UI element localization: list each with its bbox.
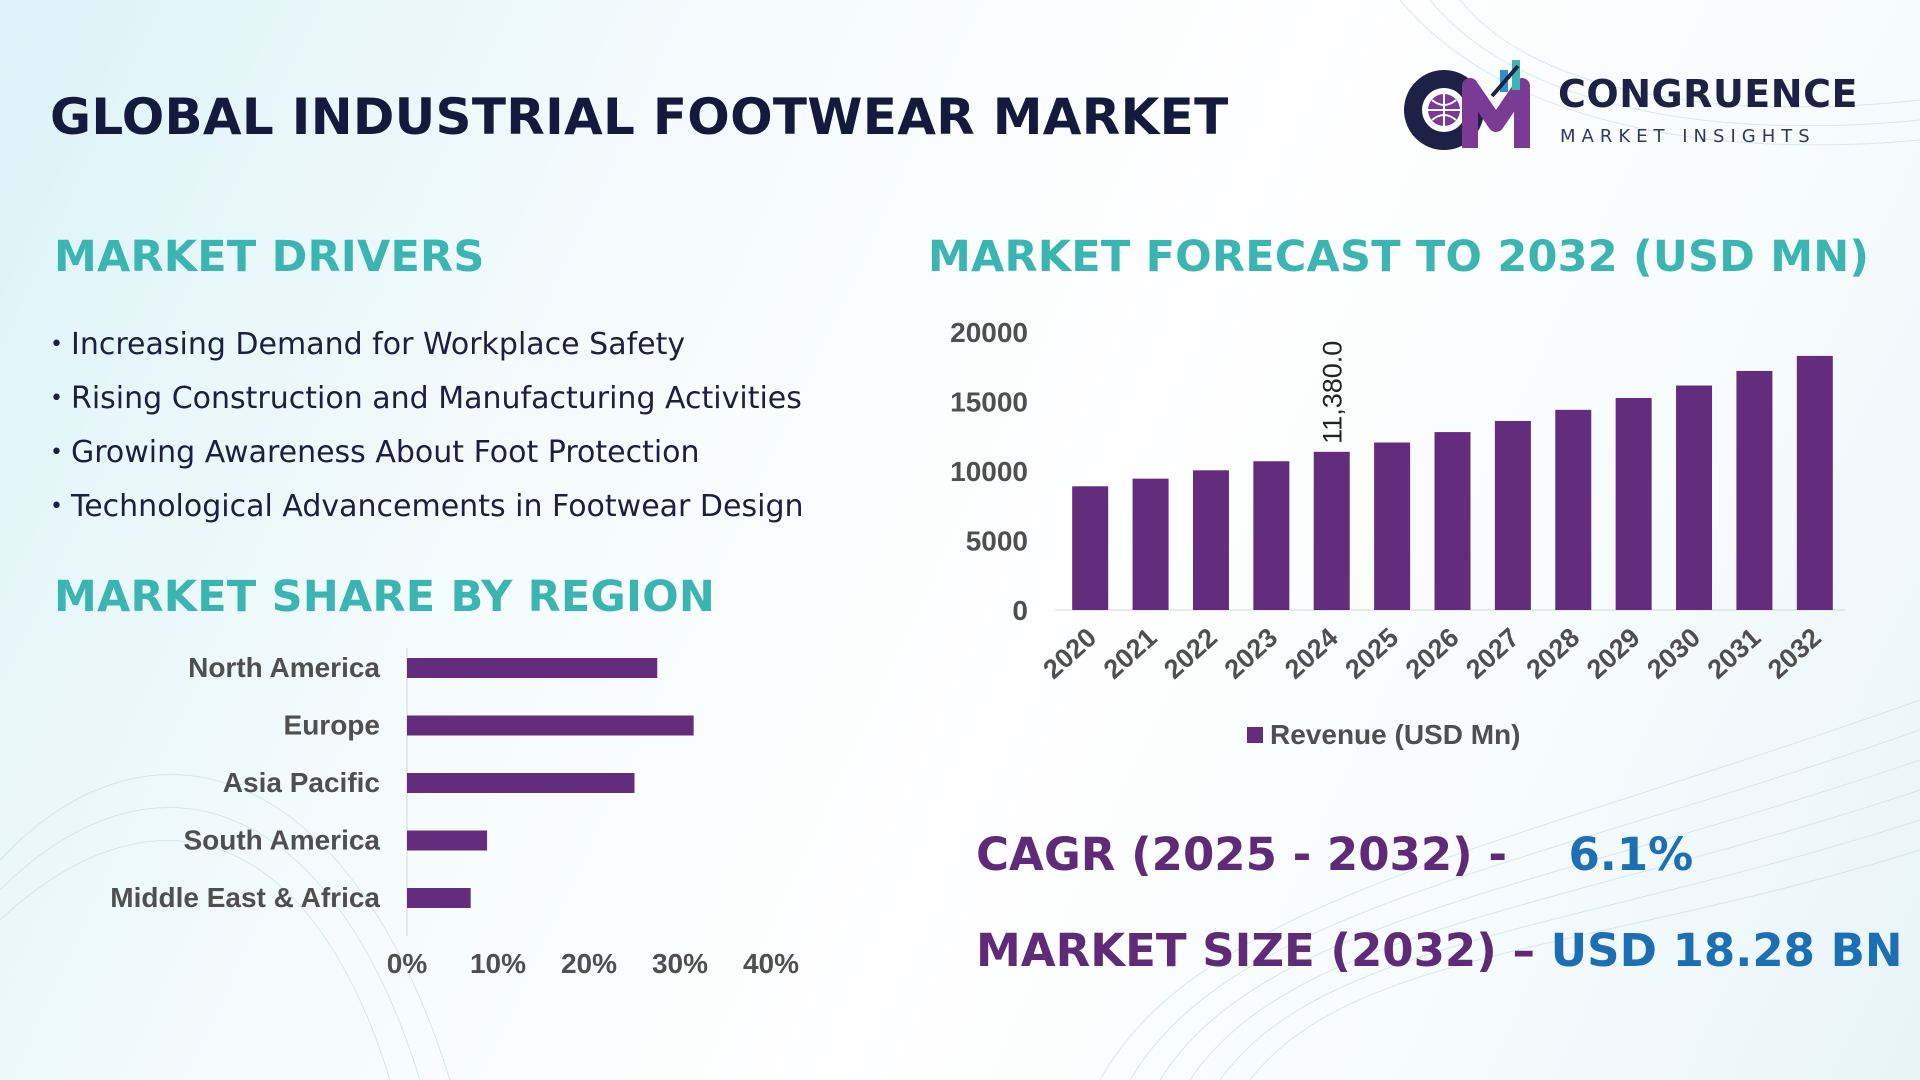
forecast-x-tick-label: 2024 [1279,622,1344,684]
region-tick-label: 40% [743,948,799,979]
legend-label: Revenue (USD Mn) [1270,719,1520,750]
driver-item: • Technological Advancements in Footwear … [50,484,804,538]
driver-item: • Growing Awareness About Foot Protection [50,430,804,484]
cagr-label: CAGR (2025 - 2032) - [976,828,1508,881]
forecast-data-label: 11,380.0 [1318,341,1348,444]
region-category-label: Asia Pacific [223,767,380,798]
forecast-x-tick-label: 2022 [1158,622,1223,684]
driver-item: • Increasing Demand for Workplace Safety [50,322,804,376]
forecast-y-tick-label: 20000 [950,317,1028,348]
region-bar [407,830,488,851]
forecast-legend: Revenue (USD Mn) [1247,719,1520,750]
region-tick-label: 0% [387,948,428,979]
forecast-bar [1132,478,1169,610]
driver-text: Rising Construction and Manufacturing Ac… [70,381,802,416]
bullet-icon: • [50,494,63,519]
cagr-stat: CAGR (2025 - 2032) - 6.1% [976,828,1693,881]
forecast-y-tick-label: 10000 [950,456,1028,487]
bullet-icon: • [50,386,63,411]
market-size-value: USD 18.28 BN [1550,924,1903,977]
region-share-chart: North America Europe Asia Pacific South Ame… [110,648,799,979]
region-category-label: North America [188,652,380,683]
forecast-bar [1615,398,1652,610]
forecast-y-tick-label: 0 [1012,595,1028,626]
forecast-bar [1434,432,1471,610]
forecast-x-tick-label: 2032 [1762,622,1827,684]
forecast-bar [1494,420,1531,610]
forecast-bar [1796,355,1833,610]
region-tick-label: 10% [470,948,526,979]
region-bar [407,715,694,736]
region-tick-label: 30% [652,948,708,979]
region-share-heading: MARKET SHARE BY REGION [54,572,716,622]
bullet-icon: • [50,440,63,465]
forecast-x-tick-label: 2029 [1581,622,1646,684]
region-category-label: Middle East & Africa [110,882,380,913]
forecast-bar [1374,442,1411,610]
forecast-bar [1313,451,1350,610]
driver-text: Technological Advancements in Footwear D… [70,489,804,524]
forecast-chart: 20000 15000 10000 5000 0 20202021202220232024… [950,317,1845,750]
forecast-x-tick-label: 2027 [1460,622,1525,684]
forecast-bar [1253,461,1290,610]
driver-text: Growing Awareness About Foot Protection [70,435,700,470]
forecast-x-tick-label: 2025 [1339,622,1404,684]
forecast-bar [1072,486,1109,610]
forecast-bar [1555,409,1592,610]
region-bar [407,888,471,908]
brand-logo: CONGRUENCE MARKET INSIGHTS [1400,52,1900,162]
forecast-bar [1192,470,1229,610]
forecast-y-tick-label: 5000 [966,526,1028,557]
region-category-label: South America [183,825,380,856]
forecast-bar [1676,385,1713,610]
market-size-label: MARKET SIZE (2032) – [976,924,1535,977]
drivers-list: • Increasing Demand for Workplace Safety … [50,322,804,538]
page-title: GLOBAL INDUSTRIAL FOOTWEAR MARKET [50,88,1229,146]
driver-item: • Rising Construction and Manufacturing A… [50,376,804,430]
region-category-label: Europe [284,710,380,741]
forecast-x-tick-label: 2023 [1219,622,1284,684]
forecast-x-tick-label: 2030 [1641,622,1706,684]
forecast-heading: MARKET FORECAST TO 2032 (USD MN) [928,232,1870,282]
cagr-value: 6.1% [1568,828,1694,881]
region-bar [407,773,635,793]
market-drivers-heading: MARKET DRIVERS [54,232,485,282]
forecast-x-tick-label: 2026 [1400,622,1465,684]
forecast-y-tick-label: 15000 [950,387,1028,418]
logo-tagline: MARKET INSIGHTS [1560,126,1816,147]
region-tick-label: 20% [561,948,617,979]
forecast-x-tick-label: 2021 [1098,622,1163,684]
forecast-x-tick-label: 2031 [1702,622,1767,684]
region-bar [407,658,658,678]
forecast-x-tick-label: 2028 [1521,622,1586,684]
forecast-bar [1736,370,1773,610]
forecast-x-tick-label: 2020 [1037,622,1102,684]
logo-wordmark: CONGRUENCE [1558,72,1858,116]
driver-text: Increasing Demand for Workplace Safety [70,327,686,362]
cm-logo-icon [1404,60,1530,150]
market-size-stat: MARKET SIZE (2032) – USD 18.28 BN [976,924,1903,977]
legend-swatch [1247,727,1263,743]
bullet-icon: • [50,332,63,357]
